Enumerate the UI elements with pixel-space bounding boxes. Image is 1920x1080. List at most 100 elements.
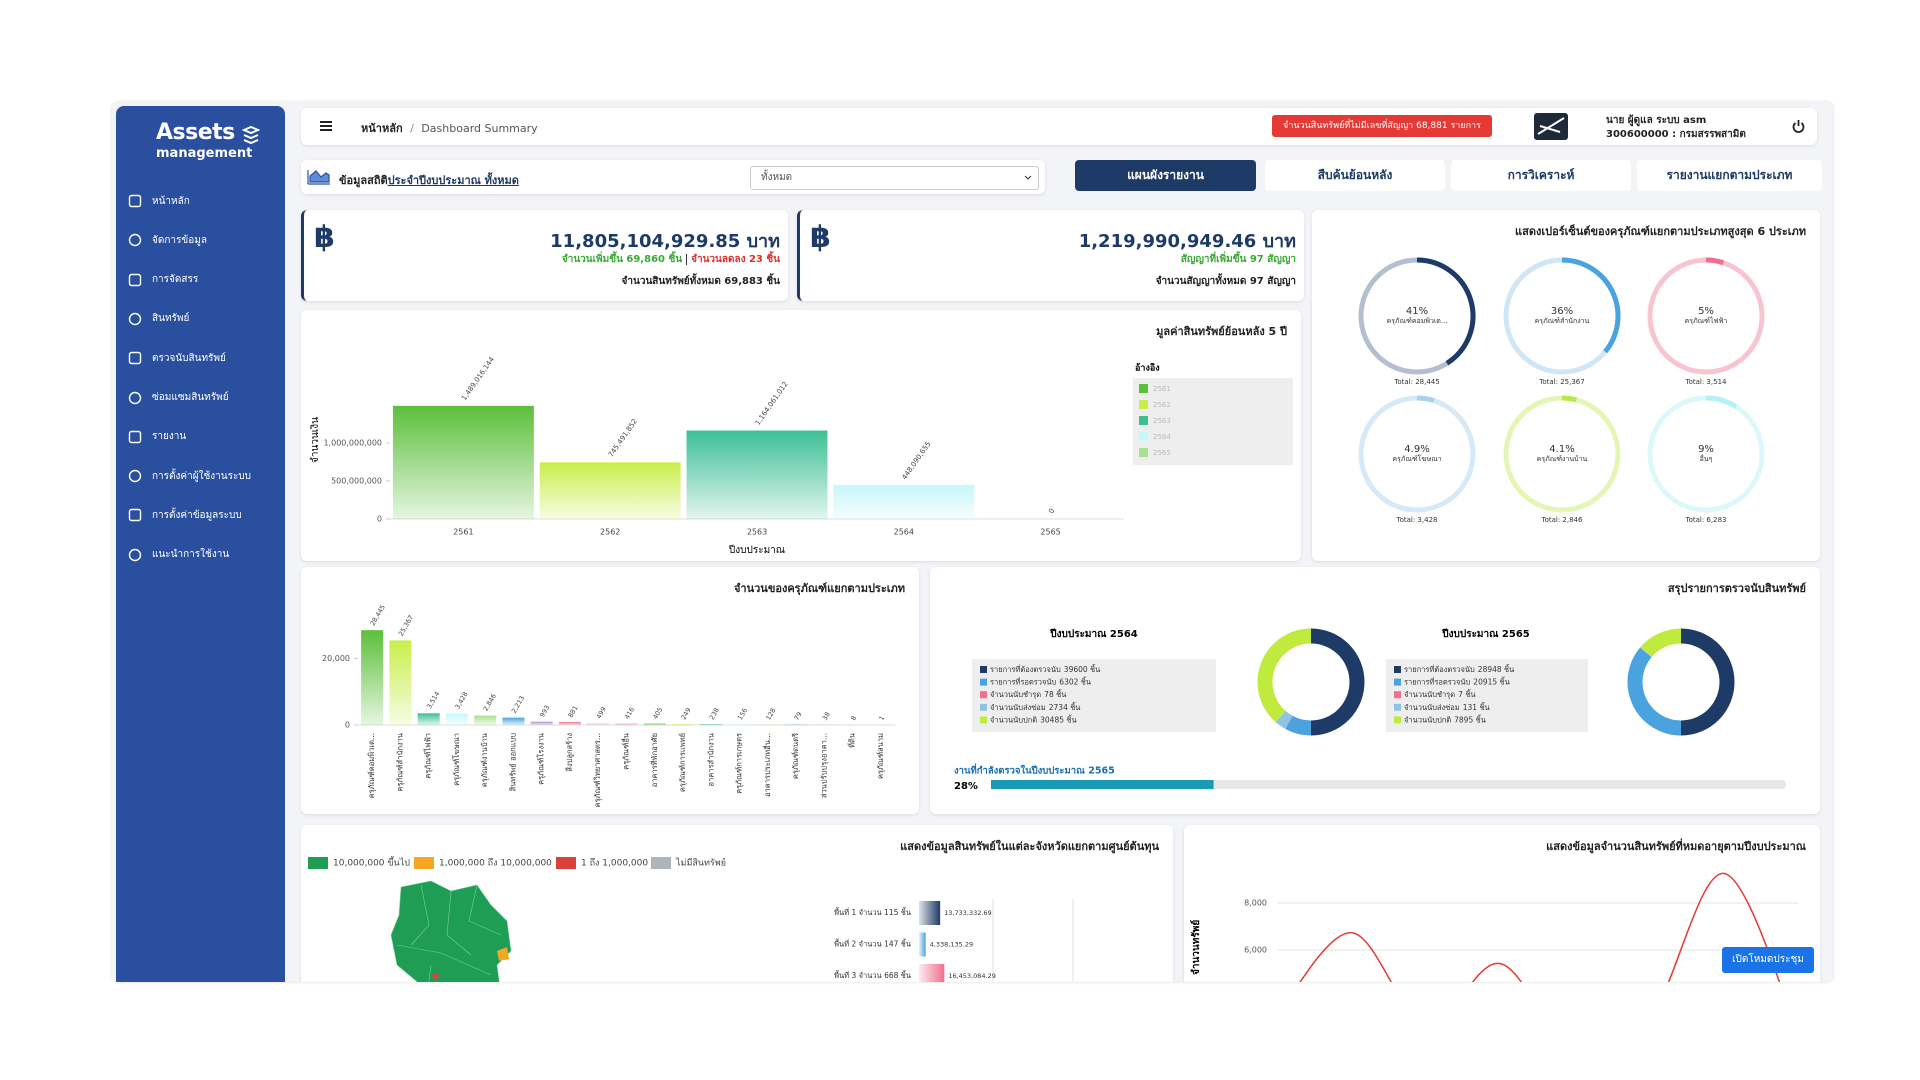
chart-canvas: 6,000 8,000 จำนวนทรัพย์ bbox=[1190, 872, 1798, 982]
menu-item[interactable]: แนะนำการใช้งาน bbox=[116, 540, 285, 570]
x-tick-label: อาคารสำนักงาน bbox=[706, 733, 715, 786]
icon-shape bbox=[128, 430, 142, 443]
menu-toggle[interactable] bbox=[319, 119, 333, 133]
bar bbox=[539, 462, 681, 519]
value-label: 3,428 bbox=[453, 690, 469, 710]
map-region bbox=[497, 947, 509, 961]
icon-shape bbox=[128, 509, 142, 522]
menu-item[interactable]: ตรวจนับสินทรัพย์ bbox=[116, 343, 285, 373]
ring-total: Total: 25,367 bbox=[1538, 378, 1584, 386]
chart-canvas: 41%ครุภัณฑ์คอมพิวเต...Total: 28,44536%คร… bbox=[1358, 257, 1765, 524]
legend-label: 2564 bbox=[1153, 433, 1171, 441]
legend-swatch bbox=[1394, 666, 1401, 673]
ring-arc bbox=[1561, 395, 1577, 403]
legend-swatch bbox=[1139, 400, 1148, 409]
menu-item[interactable]: การตั้งค่าข้อมูลระบบ bbox=[116, 500, 285, 530]
legend-swatch bbox=[1139, 432, 1148, 441]
menu-icon bbox=[128, 234, 142, 247]
menu-icon bbox=[128, 430, 142, 443]
filter-label-prefix: ข้อมูลสถิติ bbox=[339, 174, 388, 187]
donut-segment bbox=[1285, 715, 1312, 736]
donut-segment bbox=[1257, 628, 1312, 723]
meeting-mode-button[interactable]: เปิดโหมดประชุม bbox=[1722, 947, 1814, 973]
y-tick-label: 20,000 bbox=[322, 654, 350, 663]
bar bbox=[700, 724, 723, 725]
menu-label: การตั้งค่าผู้ใช้งานระบบ bbox=[152, 470, 252, 482]
progress-fill bbox=[991, 780, 1214, 789]
x-tick-label: ครุภัณฑ์งานบ้าน bbox=[480, 733, 489, 787]
ring-total: Total: 3,514 bbox=[1685, 378, 1728, 386]
legend-box bbox=[972, 659, 1216, 732]
bar bbox=[833, 484, 975, 519]
ring-value: 36% bbox=[1551, 306, 1573, 317]
y-axis-label: จำนวนเงิน bbox=[310, 417, 321, 463]
legend-value: 78 ชิ้น bbox=[1044, 689, 1066, 699]
x-tick-label: ครุภัณฑ์สนาม bbox=[876, 733, 885, 779]
legend-name: รายการที่รอตรวจนับ bbox=[990, 677, 1057, 687]
legend-label: รายการที่ต้องตรวจนับ 39600 ชิ้น bbox=[990, 664, 1100, 674]
ring-value: 9% bbox=[1698, 444, 1714, 455]
value-label: 249 bbox=[680, 706, 693, 721]
tab[interactable]: สืบค้นย้อนหลัง bbox=[1265, 160, 1445, 191]
bar bbox=[530, 721, 553, 725]
value-label: 4,338,135.29 bbox=[930, 941, 973, 949]
legend-swatch bbox=[980, 678, 987, 686]
bar-label: พื้นที่ 2 จำนวน 147 ชิ้น bbox=[834, 939, 911, 949]
card-title: แสดงข้อมูลสินทรัพย์ในแต่ละจังหวัดแยกตามศ… bbox=[900, 840, 1159, 853]
value-label: 405 bbox=[651, 706, 664, 721]
icon-shape bbox=[128, 469, 142, 483]
bar bbox=[389, 640, 412, 725]
menu-icon bbox=[128, 469, 142, 483]
legend-value: 7895 ชิ้น bbox=[1454, 714, 1486, 724]
value-label: 448,090,655 bbox=[901, 440, 933, 481]
ring-value: 4.9% bbox=[1404, 444, 1429, 455]
legend-label: 1 ถึง 1,000,000 bbox=[581, 858, 648, 869]
map-region bbox=[390, 880, 512, 982]
value-label: 28,445 bbox=[369, 603, 387, 627]
y-tick-label: 0 bbox=[345, 721, 350, 730]
legend-label: 2562 bbox=[1153, 401, 1171, 409]
menu-item[interactable]: การจัดสรร bbox=[116, 265, 285, 295]
value-label: 16,453,084.29 bbox=[948, 972, 996, 980]
tab[interactable]: การวิเคราะห์ bbox=[1451, 160, 1631, 191]
donut-segment bbox=[1680, 628, 1735, 736]
icon-shape bbox=[128, 351, 142, 365]
menu-item[interactable]: สินทรัพย์ bbox=[116, 304, 285, 334]
breadcrumb-home[interactable]: หน้าหลัก bbox=[361, 122, 403, 135]
legend-label: 2565 bbox=[1153, 449, 1171, 457]
x-tick-label: 2562 bbox=[600, 528, 620, 537]
menu-item[interactable]: การตั้งค่าผู้ใช้งานระบบ bbox=[116, 461, 285, 491]
ring-total: Total: 6,283 bbox=[1685, 516, 1727, 524]
legend-name: จำนวนนับชำรุด bbox=[990, 690, 1041, 699]
total: จำนวนสินทรัพย์ทั้งหมด 69,883 ชิ้น bbox=[621, 276, 780, 287]
x-tick-label: ส่วนปรับปรุงอาคา... bbox=[819, 733, 828, 798]
value-label: 13,733,332.69 bbox=[944, 909, 992, 917]
bar bbox=[643, 723, 666, 725]
tab[interactable]: แผนผังรายงาน bbox=[1075, 160, 1256, 191]
logout[interactable] bbox=[1791, 119, 1806, 134]
menu-label: สินทรัพย์ bbox=[152, 313, 190, 325]
legend-box bbox=[1386, 659, 1588, 732]
menu-item[interactable]: ซ่อมแซมสินทรัพย์ bbox=[116, 383, 285, 413]
currency-symbol: ฿ bbox=[810, 220, 831, 255]
x-tick-label: อาคารประเภทอื่น... bbox=[762, 733, 772, 797]
year-select[interactable]: ทั้งหมด bbox=[750, 166, 1039, 190]
menu-item[interactable]: รายงาน bbox=[116, 422, 285, 452]
menu-item[interactable]: หน้าหลัก bbox=[116, 186, 285, 216]
ring-arc bbox=[1416, 257, 1476, 366]
tab[interactable]: รายงานแยกตามประเภท bbox=[1637, 160, 1822, 191]
bar bbox=[919, 901, 941, 925]
bar bbox=[587, 723, 610, 725]
menu-icon bbox=[128, 509, 142, 522]
map-borders bbox=[396, 884, 502, 982]
filter-label-link[interactable]: ประจำปีงบประมาณ ทั้งหมด bbox=[387, 174, 519, 187]
donut-segment bbox=[1310, 628, 1365, 736]
alert[interactable]: จำนวนสินทรัพย์ที่ไม่มีเลขที่สัญญา 68,881… bbox=[1272, 115, 1492, 137]
x-tick-label: ครุภัณฑ์วิทยาศาสตร... bbox=[593, 733, 602, 808]
ring-total: Total: 28,445 bbox=[1393, 378, 1439, 386]
legend-label: 10,000,000 ขึ้นไป bbox=[333, 856, 410, 869]
summary-card: ฿ 11,805,104,929.85 บาท จำนวนเพิ่มขึ้น 6… bbox=[301, 210, 788, 301]
app: Assets management หน้าหลัก จัดการข้อมูล กา… bbox=[112, 102, 1833, 982]
legend-name: จำนวนนับส่งซ่อม bbox=[1404, 703, 1460, 712]
menu-item[interactable]: จัดการข้อมูล bbox=[116, 225, 285, 255]
